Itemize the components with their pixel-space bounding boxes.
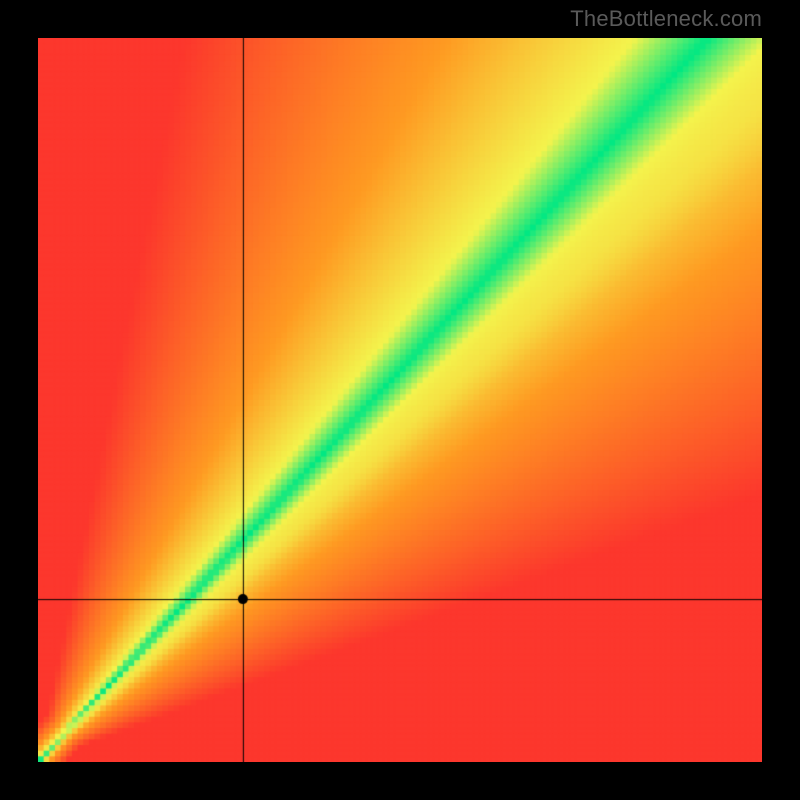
bottleneck-heatmap — [38, 38, 762, 762]
watermark-text: TheBottleneck.com — [570, 6, 762, 32]
